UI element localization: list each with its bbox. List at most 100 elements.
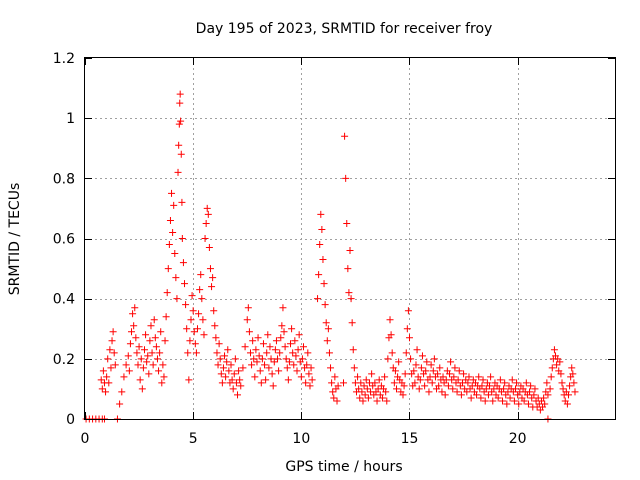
data-point	[508, 376, 516, 384]
data-point	[155, 367, 163, 375]
data-point	[473, 391, 481, 399]
x-tick-labels: 0 5 10 15 20	[81, 431, 527, 447]
data-point	[571, 388, 579, 396]
data-point	[124, 352, 132, 360]
data-point	[329, 388, 337, 396]
data-point	[162, 313, 170, 321]
data-point	[395, 358, 403, 366]
data-point	[460, 370, 468, 378]
data-point	[287, 340, 295, 348]
data-point	[314, 295, 322, 303]
data-point	[140, 346, 148, 354]
data-point	[307, 364, 315, 372]
x-axis-label: GPS time / hours	[285, 459, 402, 475]
data-point	[511, 385, 519, 393]
data-point	[149, 361, 157, 369]
data-point	[320, 280, 328, 288]
data-point	[386, 316, 394, 324]
data-point	[304, 349, 312, 357]
data-point	[249, 337, 257, 345]
data-point	[147, 322, 155, 330]
data-point	[323, 337, 331, 345]
data-point	[347, 295, 355, 303]
data-point	[334, 382, 342, 390]
data-point	[190, 328, 198, 336]
data-point	[163, 289, 171, 297]
data-point	[191, 340, 199, 348]
data-point	[182, 301, 190, 309]
data-point	[568, 364, 576, 372]
data-point	[558, 379, 566, 387]
y-tick-label: 1	[66, 111, 75, 127]
data-point	[346, 247, 354, 255]
data-point	[550, 346, 558, 354]
data-point	[271, 346, 279, 354]
data-point	[441, 391, 449, 399]
data-point	[477, 394, 485, 402]
data-point	[173, 295, 181, 303]
data-point	[236, 376, 244, 384]
data-point	[344, 265, 352, 273]
data-point	[197, 271, 205, 279]
data-point	[317, 210, 325, 218]
data-point	[391, 367, 399, 375]
data-point	[331, 373, 339, 381]
data-point	[486, 382, 494, 390]
data-point	[438, 388, 446, 396]
data-point	[126, 340, 134, 348]
data-point	[120, 373, 128, 381]
data-point	[354, 373, 362, 381]
data-point	[205, 244, 213, 252]
data-point	[274, 355, 282, 363]
data-point	[293, 367, 301, 375]
data-point	[195, 310, 203, 318]
data-point	[530, 391, 538, 399]
data-point	[543, 379, 551, 387]
data-point	[382, 388, 390, 396]
data-point	[103, 373, 111, 381]
y-tick-label: 0	[66, 412, 75, 428]
data-point	[527, 382, 535, 390]
data-point	[526, 388, 534, 396]
data-point	[105, 379, 113, 387]
data-point	[174, 168, 182, 176]
data-point	[227, 361, 235, 369]
data-point	[118, 388, 126, 396]
data-point	[319, 256, 327, 264]
x-tick-label: 10	[292, 431, 310, 447]
data-point	[255, 352, 263, 360]
data-point	[134, 361, 142, 369]
data-point	[475, 373, 483, 381]
data-point	[399, 391, 407, 399]
data-point	[349, 346, 357, 354]
data-point	[196, 286, 204, 294]
data-point	[557, 370, 565, 378]
data-point	[222, 373, 230, 381]
data-point	[143, 358, 151, 366]
data-point	[278, 322, 286, 330]
data-point	[122, 361, 130, 369]
y-tick-label: 1.2	[53, 51, 75, 67]
data-point	[152, 343, 160, 351]
data-point	[200, 331, 208, 339]
data-point	[305, 370, 313, 378]
data-point	[515, 400, 523, 408]
data-point	[110, 349, 118, 357]
data-point	[192, 349, 200, 357]
data-point	[416, 376, 424, 384]
data-point	[381, 373, 389, 381]
data-point	[359, 397, 367, 405]
data-point	[546, 385, 554, 393]
data-point	[341, 132, 349, 140]
data-point	[170, 201, 178, 209]
data-point	[166, 216, 174, 224]
data-point	[181, 280, 189, 288]
data-point	[291, 337, 299, 345]
data-point	[429, 367, 437, 375]
data-point	[453, 388, 461, 396]
data-point	[348, 319, 356, 327]
data-point	[499, 397, 507, 405]
data-point	[185, 376, 193, 384]
data-point	[403, 325, 411, 333]
